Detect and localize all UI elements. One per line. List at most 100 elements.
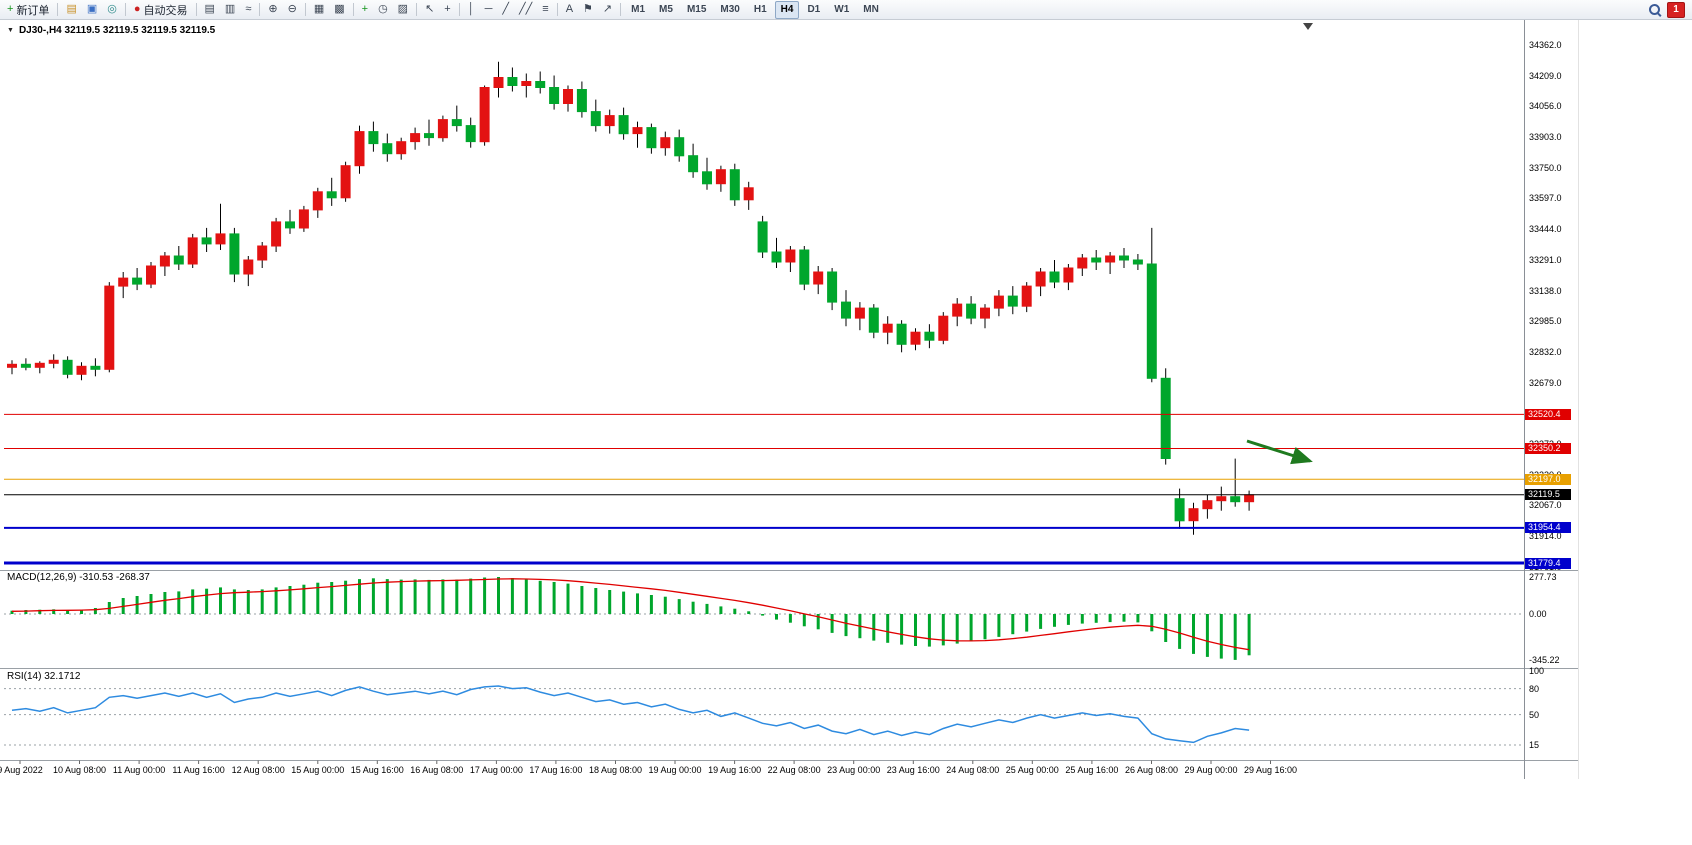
tile-windows-icon[interactable]: ▦ [309,0,329,19]
navigator-icon: ◎ [107,3,117,15]
bull-candle [215,233,226,245]
indicators-icon: + [361,3,369,15]
bear-candle [646,127,657,149]
bull-candle [952,303,963,317]
toolbar-separator [556,3,558,16]
market-watch-icon[interactable]: ▤ [61,0,81,19]
navigator-icon[interactable]: ◎ [102,0,122,19]
toolbar-separator [620,3,622,16]
zoom-out-icon[interactable]: ⊖ [283,0,302,19]
bull-candle [632,127,643,135]
bear-candle [326,191,337,199]
timeframe-mn-button[interactable]: MN [863,4,879,15]
trendline-icon[interactable]: ╱ [497,0,514,19]
bull-candle [660,137,671,149]
trend-arrow-annotation[interactable] [1246,439,1313,465]
bear-candle [674,137,685,157]
bull-candle [312,191,323,211]
bear-candle [62,359,73,375]
data-window-icon[interactable]: ▣ [82,0,102,19]
bull-candle [396,141,407,155]
bear-candle [285,221,295,229]
timeframe-m15-button[interactable]: M15 [686,4,707,15]
cascade-windows-icon[interactable]: ▩ [329,0,349,19]
label-icon: ⚑ [583,3,593,15]
periods-icon[interactable]: ◷ [373,0,393,19]
bull-candle [1216,496,1227,502]
bull-candle [437,119,448,139]
line-chart-icon[interactable]: ≈ [240,0,256,19]
bull-candle [493,77,504,88]
candlestick-chart-icon[interactable]: ▥ [220,0,240,19]
bear-candle [771,251,782,263]
horizontal-line-icon: ─ [484,3,493,15]
horizontal-line-icon[interactable]: ─ [480,0,498,19]
bear-candle [465,125,476,143]
toolbar-separator [195,3,197,16]
alert-badge[interactable]: 1 [1667,1,1685,18]
new-order-button[interactable]: + 新订单 [2,0,54,19]
bear-candle [1091,257,1102,263]
bear-candle [1007,295,1018,307]
fibonacci-icon[interactable]: ≡ [537,0,553,19]
bear-candle [896,323,907,345]
templates-icon[interactable]: ▨ [393,0,413,19]
bull-candle [7,363,17,368]
bull-candle [563,89,573,104]
bull-candle [118,277,129,287]
bull-candle [785,249,796,263]
bull-candle [1244,494,1255,503]
zoom-out-icon: ⊖ [287,3,297,15]
bear-candle [173,255,184,265]
auto-trading-button[interactable]: ● 自动交易 [129,0,193,19]
channel-icon[interactable]: ╱╱ [514,0,537,19]
indicators-icon[interactable]: + [357,0,373,19]
bull-candle [1077,257,1088,269]
crosshair-icon: + [444,3,451,15]
timeframe-h1-button[interactable]: H1 [753,4,767,15]
bear-candle [841,301,851,319]
arrows-icon[interactable]: ↗ [598,0,617,19]
bear-candle [90,365,101,370]
bar-chart-icon[interactable]: ▤ [200,0,220,19]
bull-candle [1105,255,1116,263]
toolbar-separator [458,3,460,16]
bull-candle [521,81,532,86]
timeframe-m1-button[interactable]: M1 [631,4,646,15]
line-chart-icon: ≈ [245,3,252,15]
arrows-icon: ↗ [602,3,613,15]
templates-icon: ▨ [397,3,409,15]
timeframe-m5-button[interactable]: M5 [659,4,673,15]
new-order-icon: + [7,3,14,15]
bull-candle [1063,267,1074,283]
toolbar-separator [416,3,418,16]
bull-candle [1035,271,1046,287]
label-icon[interactable]: ⚑ [578,0,598,19]
bear-candle [729,169,740,201]
search-icon[interactable] [1649,3,1661,16]
bear-candle [382,143,393,155]
bear-candle [1174,498,1185,522]
market-watch-icon: ▤ [66,3,77,15]
zoom-in-icon[interactable]: ⊕ [263,0,282,19]
timeframe-m30-button[interactable]: M30 [720,4,740,15]
timeframe-w1-button[interactable]: W1 [834,4,850,15]
vertical-line-icon[interactable]: │ [463,0,480,19]
toolbar-separator [57,3,59,16]
bull-candle [354,131,365,167]
bear-candle [20,363,31,368]
timeframe-d1-button[interactable]: D1 [807,4,821,15]
bear-candle [1230,496,1241,503]
timeframe-h4-button[interactable]: H4 [774,0,800,19]
bar-chart-icon: ▤ [204,3,215,15]
cursor-icon[interactable]: ↖ [420,0,439,19]
bull-candle [146,265,156,285]
chart-shift-marker[interactable] [1303,23,1313,30]
bear-candle [799,249,810,285]
crosshair-icon[interactable]: + [439,0,455,19]
trendline-icon: ╱ [502,3,510,15]
bull-candle [910,331,921,345]
bear-candle [368,131,379,145]
text-icon[interactable]: A [561,0,578,19]
